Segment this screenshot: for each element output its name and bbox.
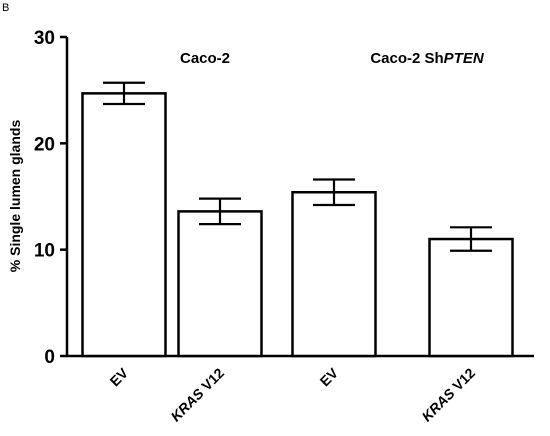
group-label-italic-text: PTEN [444, 50, 485, 67]
error-bar-1 [199, 197, 241, 226]
x-tick-labels: EV KRAS V12 EV KRAS V12 [107, 364, 479, 424]
group-label-text: Caco-2 [180, 50, 230, 67]
bar-0 [81, 92, 167, 358]
x-tick-label-2: EV [317, 364, 342, 389]
bar-2 [291, 190, 377, 358]
bar-1 [177, 210, 263, 358]
error-bar-2 [313, 178, 355, 207]
y-tick-label-30: 30 [34, 28, 55, 49]
y-tick-label-20: 20 [34, 134, 55, 155]
label-part: EV [107, 364, 132, 389]
error-bar-3 [450, 226, 492, 252]
error-bar-0 [103, 81, 145, 106]
group-label-text: Caco-2 Sh [370, 50, 443, 67]
y-tick-label-0: 0 [44, 347, 55, 368]
x-tick-label-3: KRAS V12 [418, 365, 478, 425]
group-label-1: Caco-2 ShPTEN [370, 50, 485, 67]
bar-3 [428, 237, 514, 358]
y-axis-label: % Single lumen glands [7, 120, 23, 273]
x-tick-label-1: KRAS V12 [167, 365, 227, 425]
label-part: EV [317, 364, 342, 389]
x-tick-label-0: EV [107, 364, 132, 389]
group-labels: Caco-2 Caco-2 ShPTEN [180, 50, 485, 67]
error-bars [103, 81, 492, 252]
bars [81, 92, 514, 358]
y-tick-label-10: 10 [34, 241, 55, 262]
group-label-0: Caco-2 [180, 50, 230, 67]
panel-letter: B [2, 2, 9, 14]
